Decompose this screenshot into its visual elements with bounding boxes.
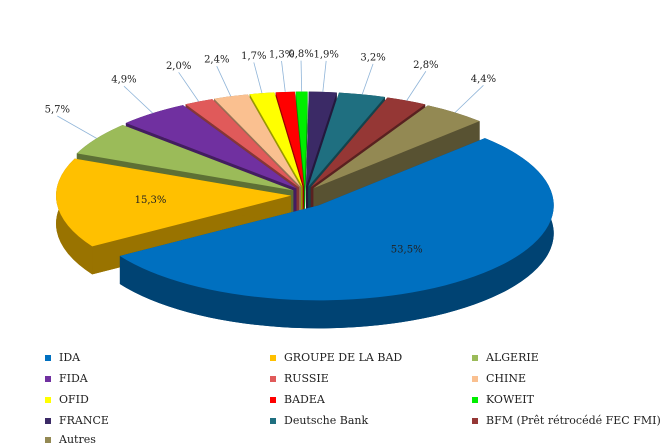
legend-swatch	[472, 397, 478, 403]
data-label: 4,9%	[111, 75, 136, 86]
legend-label: CHINE	[486, 372, 526, 385]
slice	[76, 125, 294, 191]
legend-label: ALGERIE	[485, 351, 539, 364]
data-label: 1,9%	[313, 49, 338, 60]
data-label: 2,8%	[413, 60, 438, 71]
slice	[306, 91, 337, 187]
legend-swatch	[270, 397, 276, 403]
data-label: 5,7%	[45, 104, 70, 115]
legend-swatch	[45, 355, 51, 361]
leader-line	[178, 72, 200, 102]
slice	[185, 99, 300, 188]
data-label: 2,0%	[166, 61, 191, 72]
legend-swatch	[472, 376, 478, 382]
data-label: 4,4%	[471, 74, 496, 85]
data-label: 0,8%	[288, 49, 313, 60]
leader-line	[361, 63, 374, 95]
leader-line	[406, 71, 427, 101]
legend-label: RUSSIE	[284, 372, 329, 385]
legend-label: FIDA	[59, 372, 89, 385]
legend-swatch	[45, 437, 51, 443]
legend-label: Autres	[58, 433, 96, 445]
leader-line	[57, 115, 97, 139]
data-label: 3,2%	[360, 52, 385, 63]
slice	[275, 91, 304, 187]
legend-swatch	[472, 418, 478, 424]
leader-line	[216, 65, 232, 97]
slice	[125, 105, 297, 189]
slice	[249, 92, 303, 187]
legend-swatch	[45, 376, 51, 382]
leader-line	[322, 60, 327, 92]
slice-wall	[304, 91, 308, 215]
legend-swatch	[45, 397, 51, 403]
legend-swatch	[45, 418, 51, 424]
legend-swatch	[270, 376, 276, 382]
slice	[310, 97, 426, 188]
slice	[119, 138, 554, 301]
legend-label: FRANCE	[59, 414, 109, 427]
slice	[214, 94, 301, 187]
legend-label: IDA	[59, 351, 81, 364]
leader-line	[300, 60, 303, 92]
data-label: 1,3%	[269, 49, 294, 60]
slice	[308, 92, 385, 187]
data-label: 2,4%	[204, 55, 229, 66]
slice	[313, 105, 480, 189]
leader-line	[123, 85, 153, 114]
legend-label: BADEA	[284, 393, 326, 406]
legend-swatch	[270, 355, 276, 361]
leader-line	[454, 85, 484, 113]
data-label: 1,7%	[241, 51, 266, 62]
legend-swatch	[472, 355, 478, 361]
data-label: 15,3%	[135, 195, 167, 206]
legend-label: GROUPE DE LA BAD	[284, 351, 402, 364]
data-label: 53,5%	[391, 244, 423, 255]
legend-label: Deutsche Bank	[284, 414, 368, 427]
leader-line	[281, 60, 286, 92]
legend-swatch	[270, 418, 276, 424]
slice	[56, 158, 292, 247]
legend-label: OFID	[59, 393, 89, 406]
legend-label: KOWEIT	[486, 393, 535, 406]
legend-label: BFM (Prêt rétrocédé FEC FMI)	[486, 414, 661, 427]
slice	[295, 91, 308, 187]
leader-line	[253, 62, 263, 94]
